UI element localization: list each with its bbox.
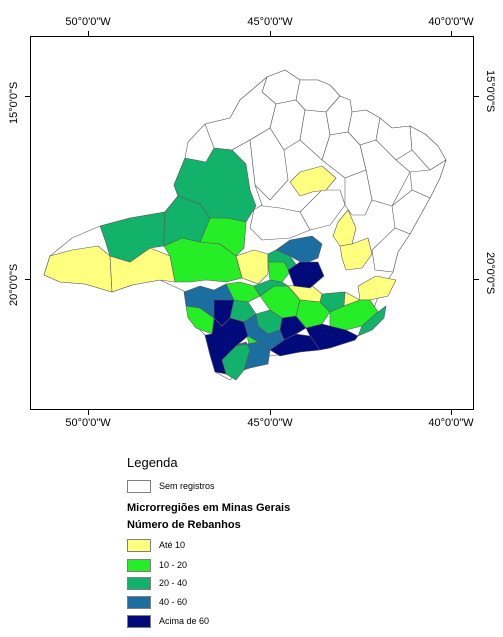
region-20-to-40 (163, 195, 211, 247)
legend-swatch-no-record (127, 479, 151, 493)
legend-swatch-40-to-60 (127, 595, 151, 609)
tick-right-15s (474, 96, 479, 97)
region-up-to-10 (339, 237, 373, 271)
top-coordinate-label: 40°0'0"W (428, 16, 474, 28)
region-40-to-60 (275, 235, 323, 265)
legend-swatch-up-to-10 (127, 538, 151, 552)
legend-row-up-to-10: Até 10 (127, 538, 185, 552)
legend-title: Legenda (127, 455, 178, 470)
tick-top-50w (88, 31, 89, 36)
tick-top-45w (270, 31, 271, 36)
top-coordinate-label: 45°0'0"W (247, 16, 293, 28)
tick-left-15s (25, 96, 30, 97)
legend-swatch-above-60 (127, 614, 151, 628)
tick-bot-45w (270, 410, 271, 415)
tick-bot-40w (451, 410, 452, 415)
legend-swatch-20-to-40 (127, 576, 151, 590)
region-above-60 (213, 299, 235, 327)
bottom-coordinate-label: 40°0'0"W (428, 417, 474, 429)
legend-subtitle: Microrregiões em Minas Gerais (127, 502, 291, 514)
legend-label: Até 10 (159, 540, 186, 550)
legend-row-40-to-60: 40 - 60 (127, 595, 187, 609)
region-no-record (371, 227, 411, 273)
legend-swatch-10-to-20 (127, 558, 151, 572)
region-above-60 (305, 323, 359, 351)
legend-row-20-to-40: 20 - 40 (127, 576, 187, 590)
region-up-to-10 (289, 165, 337, 197)
tick-left-20s (25, 279, 30, 280)
region-no-record (344, 169, 373, 216)
legend-row-10-to-20: 10 - 20 (127, 558, 187, 572)
legend-label: 10 - 20 (159, 560, 188, 570)
legend-label: Sem registros (159, 481, 215, 491)
legend-label: 40 - 60 (159, 597, 188, 607)
legend-label: 20 - 40 (159, 578, 188, 588)
top-coordinate-label: 50°0'0"W (65, 16, 111, 28)
region-20-to-40 (319, 291, 346, 313)
region-above-60 (279, 315, 307, 341)
legend-label: Acima de 60 (159, 616, 210, 626)
tick-top-40w (451, 31, 452, 36)
legend-category-title: Número de Rebanhos (127, 519, 241, 531)
region-above-60 (287, 261, 325, 289)
region-no-record (249, 204, 311, 241)
region-20-to-40 (253, 279, 289, 297)
legend-row-no-record: Sem registros (127, 479, 215, 493)
tick-bot-50w (88, 410, 89, 415)
region-20-to-40 (99, 211, 166, 263)
bottom-coordinate-label: 50°0'0"W (65, 417, 111, 429)
region-above-60 (269, 333, 321, 357)
tick-right-20s (474, 279, 479, 280)
map-frame (30, 36, 474, 410)
legend-row-above-60: Acima de 60 (127, 614, 209, 628)
bottom-coordinate-label: 45°0'0"W (247, 417, 293, 429)
